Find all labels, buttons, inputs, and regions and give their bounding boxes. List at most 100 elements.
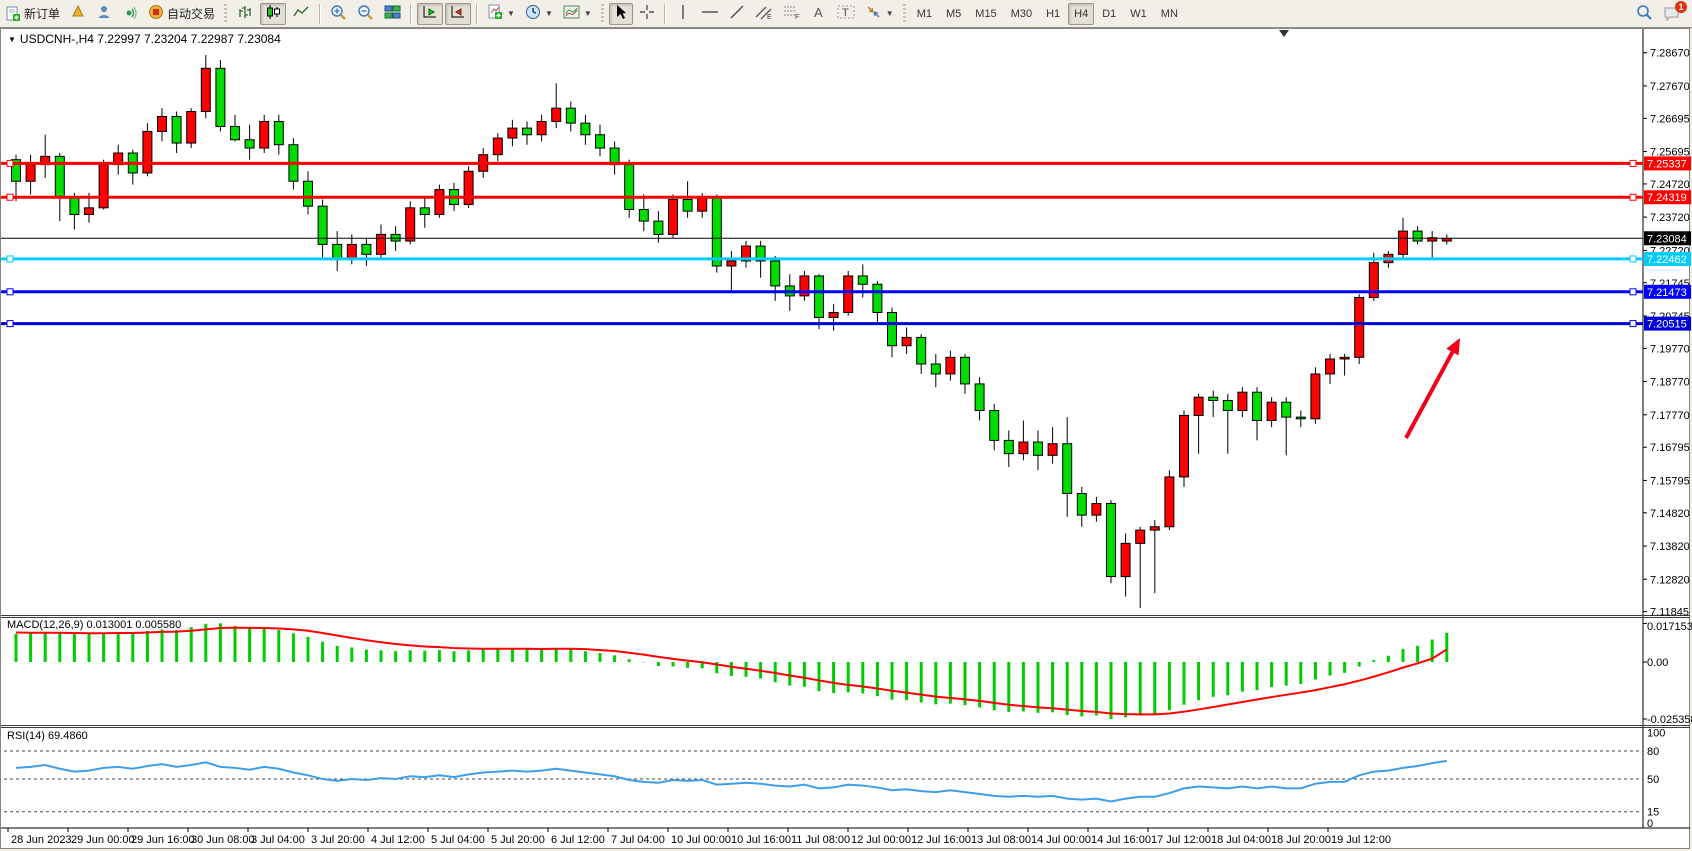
line-chart-button[interactable]	[288, 3, 314, 25]
collapse-triangle-icon[interactable]: ▼	[8, 35, 16, 44]
autotrading-button[interactable]: 自动交易	[144, 3, 219, 25]
autotrading-label: 自动交易	[167, 7, 216, 21]
signal-icon	[122, 4, 138, 23]
tab-timeframe-m15[interactable]: M15	[975, 7, 997, 20]
templates-icon	[563, 4, 580, 23]
line-handle[interactable]	[1629, 320, 1637, 328]
toolbar-grip	[902, 3, 906, 24]
profile-icon	[96, 4, 112, 23]
chart-shift-icon	[449, 4, 467, 23]
trendline-icon	[729, 4, 745, 23]
market-watch-button[interactable]	[92, 3, 116, 25]
line-handle[interactable]	[1629, 159, 1637, 167]
toolbar-grip	[600, 3, 604, 24]
line-handle[interactable]	[1629, 193, 1637, 201]
chevron-down-icon: ▼	[544, 9, 553, 18]
vertical-line-icon	[677, 4, 689, 23]
new-order-button[interactable]: 新订单	[1, 3, 64, 25]
line-handle[interactable]	[6, 288, 14, 296]
quotes-button[interactable]	[66, 3, 90, 25]
candlestick-chart-icon	[264, 4, 282, 23]
news-button[interactable]	[118, 3, 142, 25]
zoom-in-icon	[330, 4, 347, 24]
equidistant-channel-button[interactable]: E	[751, 3, 777, 25]
auto-scroll-icon	[421, 4, 439, 23]
search-button[interactable]	[1631, 3, 1657, 25]
notification-badge: 1	[1675, 1, 1687, 13]
tab-timeframe-w1[interactable]: W1	[1130, 7, 1147, 20]
line-handle[interactable]	[6, 193, 14, 201]
zoom-in-button[interactable]	[326, 3, 351, 25]
toolbar-separator	[663, 3, 666, 24]
line-handle[interactable]	[1629, 255, 1637, 263]
tab-timeframe-d1[interactable]: D1	[1102, 7, 1117, 20]
macd-indicator-label: MACD(12,26,9) 0.013001 0.005580	[7, 619, 182, 631]
text-label-icon: T	[837, 4, 855, 23]
auto-scroll-button[interactable]	[417, 2, 444, 25]
svg-text:F: F	[795, 14, 799, 20]
text-button[interactable]: A	[807, 3, 831, 25]
chart-shift-marker[interactable]	[1279, 30, 1289, 37]
cursor-icon	[614, 4, 628, 23]
tab-timeframe-h1[interactable]: H1	[1046, 7, 1061, 20]
tile-windows-button[interactable]	[380, 3, 405, 25]
chart-shift-button[interactable]	[445, 2, 472, 25]
periods-button[interactable]: ▼	[521, 3, 557, 25]
line-chart-icon	[292, 4, 310, 23]
search-icon	[1635, 3, 1653, 24]
svg-text:A: A	[814, 5, 823, 20]
indicators-icon	[487, 4, 503, 23]
crosshair-icon	[639, 4, 655, 23]
templates-button[interactable]: ▼	[559, 3, 596, 25]
text-icon: A	[812, 4, 826, 23]
chart-title: ▼ USDCNH-,H4 7.22997 7.23204 7.22987 7.23…	[8, 32, 281, 46]
tile-windows-icon	[384, 4, 401, 23]
vertical-line-button[interactable]	[671, 3, 695, 25]
autotrading-icon	[148, 4, 164, 23]
arrow-annotation-shaft[interactable]	[1404, 351, 1455, 439]
quotes-icon	[70, 4, 86, 23]
zoom-out-icon	[357, 4, 374, 24]
line-handle[interactable]	[6, 255, 14, 263]
clock-icon	[525, 4, 541, 23]
tab-timeframe-m1[interactable]: M1	[916, 7, 932, 20]
arrows-icon	[865, 4, 882, 23]
bar-chart-icon	[236, 4, 254, 23]
toolbar-separator	[319, 3, 322, 24]
indicators-button[interactable]: ▼	[483, 3, 519, 25]
toolbar: 新订单 自动交易 ▼ ▼	[0, 0, 1692, 28]
rsi-indicator-label: RSI(14) 69.4860	[7, 730, 88, 742]
text-label-button[interactable]: T	[833, 3, 859, 25]
candlestick-chart-button[interactable]	[260, 2, 287, 25]
chat-icon: 1	[1663, 1, 1687, 22]
arrow-annotation-head[interactable]	[1446, 338, 1460, 356]
cursor-button[interactable]	[608, 2, 633, 25]
chevron-down-icon: ▼	[507, 9, 515, 18]
arrows-button[interactable]: ▼	[861, 3, 898, 25]
bar-chart-button[interactable]	[232, 3, 258, 25]
tab-timeframe-m5[interactable]: M5	[946, 7, 962, 20]
line-handle[interactable]	[6, 159, 14, 167]
toolbar-grip	[224, 3, 228, 24]
fibonacci-icon: F	[783, 4, 801, 23]
line-handle[interactable]	[1629, 288, 1637, 296]
line-handle[interactable]	[6, 320, 14, 328]
equidistant-channel-icon: E	[755, 4, 773, 23]
tab-timeframe-h4[interactable]: H4	[1068, 2, 1095, 25]
crosshair-button[interactable]	[635, 3, 659, 25]
new-order-icon	[5, 6, 21, 22]
svg-text:T: T	[842, 7, 849, 19]
new-order-label: 新订单	[24, 7, 61, 21]
horizontal-line-icon	[701, 5, 719, 22]
horizontal-line-button[interactable]	[697, 3, 723, 25]
toolbar-separator	[410, 3, 413, 24]
fibonacci-button[interactable]: F	[779, 3, 805, 25]
tab-timeframe-m30[interactable]: M30	[1010, 7, 1033, 20]
trendline-button[interactable]	[725, 3, 749, 25]
tab-timeframe-mn[interactable]: MN	[1160, 7, 1178, 20]
notifications-button[interactable]: 1	[1659, 1, 1687, 25]
toolbar-separator	[476, 3, 479, 24]
zoom-out-button[interactable]	[353, 3, 378, 25]
chevron-down-icon: ▼	[885, 9, 894, 18]
svg-text:E: E	[767, 14, 772, 20]
